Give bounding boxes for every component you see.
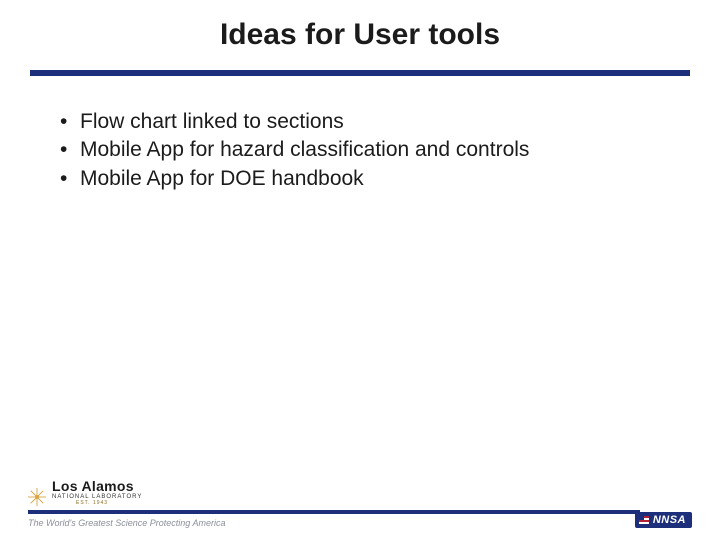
nnsa-logo: NNSA [635,511,692,529]
nnsa-label: NNSA [653,514,686,526]
slide-title: Ideas for User tools [0,18,720,52]
nnsa-badge: NNSA [635,512,692,528]
lab-established: EST. 1943 [76,501,142,506]
lab-logo-text: Los Alamos NATIONAL LABORATORY EST. 1943 [52,479,142,506]
footer-rule [28,510,692,514]
lab-name-part2: Alamos [81,478,133,494]
list-item: Mobile App for DOE handbook [50,165,680,193]
bullet-list: Flow chart linked to sections Mobile App… [50,108,680,193]
flag-icon [639,516,649,524]
slide-body: Flow chart linked to sections Mobile App… [50,108,680,193]
footer: Los Alamos NATIONAL LABORATORY EST. 1943… [28,479,692,528]
slide: Ideas for User tools Flow chart linked t… [0,0,720,540]
list-item: Mobile App for hazard classification and… [50,136,680,164]
lab-name-part1: Los [52,478,78,494]
lab-burst-icon [28,488,46,506]
lab-name: Los Alamos [52,479,142,493]
list-item: Flow chart linked to sections [50,108,680,136]
lab-logo-block: Los Alamos NATIONAL LABORATORY EST. 1943 [28,479,692,506]
title-underline [30,70,690,76]
footer-tagline: The World's Greatest Science Protecting … [28,518,692,528]
